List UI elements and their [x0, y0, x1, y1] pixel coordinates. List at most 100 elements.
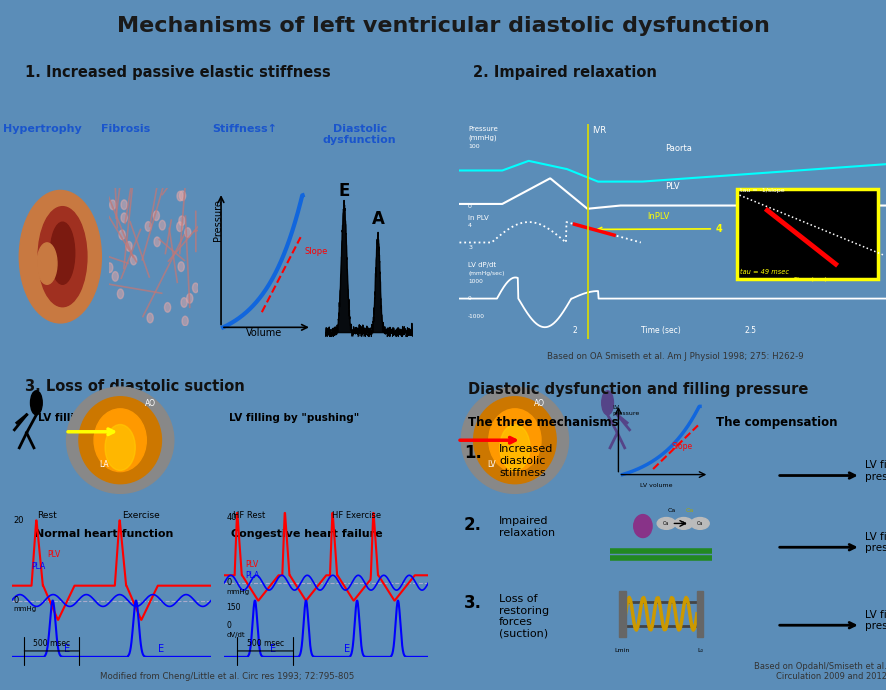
Text: Based on Opdahl/Smiseth et al.
Circulation 2009 and 2012: Based on Opdahl/Smiseth et al. Circulati… [753, 662, 886, 681]
Text: Loss of
restoring
forces
(suction): Loss of restoring forces (suction) [499, 594, 548, 639]
Text: LV dP/dt: LV dP/dt [468, 262, 495, 268]
Text: PLA: PLA [245, 571, 259, 580]
Text: Diastolic
dysfunction: Diastolic dysfunction [323, 124, 396, 146]
Text: Pressure: Pressure [213, 199, 222, 241]
Ellipse shape [105, 424, 136, 471]
Text: Ca: Ca [680, 521, 686, 526]
Text: PLV: PLV [245, 560, 258, 569]
Text: Pressure: Pressure [468, 126, 497, 132]
Circle shape [184, 228, 190, 237]
Text: IVR: IVR [591, 126, 605, 135]
Text: PLV: PLV [664, 182, 679, 191]
Text: Exercise: Exercise [122, 511, 160, 520]
Text: AO: AO [533, 400, 545, 408]
Ellipse shape [19, 190, 101, 323]
Text: Hypertrophy: Hypertrophy [3, 124, 82, 134]
Circle shape [106, 263, 113, 273]
Text: 1.: 1. [463, 444, 481, 462]
Text: lnPLV: lnPLV [647, 213, 669, 221]
Circle shape [690, 518, 709, 529]
Ellipse shape [37, 243, 57, 284]
Text: dV/dt: dV/dt [226, 631, 245, 638]
Text: Rest: Rest [37, 511, 58, 520]
Text: 2. Impaired relaxation: 2. Impaired relaxation [472, 65, 656, 79]
Circle shape [601, 391, 613, 415]
Circle shape [164, 303, 170, 313]
Text: LA: LA [98, 460, 108, 469]
Circle shape [147, 313, 153, 323]
Text: 150: 150 [226, 604, 241, 613]
Text: 100: 100 [468, 144, 479, 148]
Text: PLA: PLA [32, 562, 46, 571]
Text: 2.5: 2.5 [743, 326, 756, 335]
Text: 2: 2 [571, 326, 577, 335]
Text: Ca: Ca [696, 521, 703, 526]
Circle shape [112, 272, 118, 282]
Text: LV filling
pressure ↑: LV filling pressure ↑ [864, 460, 886, 482]
Text: Ca: Ca [666, 509, 675, 513]
Circle shape [192, 283, 198, 293]
Circle shape [181, 297, 187, 307]
Text: Volume: Volume [245, 328, 282, 338]
Text: Lmin: Lmin [614, 648, 629, 653]
Text: E: E [158, 644, 164, 654]
Circle shape [657, 518, 675, 529]
Text: LV filling by "pushing": LV filling by "pushing" [229, 413, 358, 423]
Ellipse shape [499, 424, 530, 471]
Circle shape [145, 221, 152, 231]
Text: LV: LV [486, 460, 495, 469]
Text: HF Rest: HF Rest [232, 511, 265, 520]
Circle shape [159, 220, 165, 230]
Circle shape [126, 241, 132, 251]
Ellipse shape [79, 397, 161, 484]
Bar [618, 591, 625, 637]
Text: Ca: Ca [663, 521, 669, 526]
Text: 1000: 1000 [468, 279, 482, 284]
Ellipse shape [461, 387, 568, 493]
Bar [696, 591, 703, 637]
Text: -1000: -1000 [468, 314, 485, 319]
Circle shape [182, 316, 188, 326]
Text: LV filling
pressure ↑: LV filling pressure ↑ [864, 610, 886, 631]
Text: mmHg: mmHg [13, 607, 36, 613]
Ellipse shape [51, 222, 74, 284]
Text: The compensation: The compensation [715, 416, 836, 429]
Circle shape [178, 262, 184, 271]
Text: 40: 40 [226, 513, 237, 522]
Text: Normal heart function: Normal heart function [35, 529, 173, 538]
Text: Diastolic dysfunction and filling pressure: Diastolic dysfunction and filling pressu… [468, 382, 808, 397]
Text: 3. Loss of diastolic suction: 3. Loss of diastolic suction [25, 379, 245, 394]
Circle shape [119, 230, 125, 239]
Text: Fibrosis: Fibrosis [101, 124, 151, 134]
Ellipse shape [473, 397, 556, 484]
Text: LV volume: LV volume [639, 482, 672, 488]
Text: LV
pressure: LV pressure [611, 405, 639, 415]
Text: PLV: PLV [48, 550, 60, 559]
Circle shape [177, 191, 183, 201]
Circle shape [673, 518, 692, 529]
Circle shape [120, 200, 127, 210]
Circle shape [120, 213, 127, 223]
Text: Based on OA Smiseth et al. Am J Physiol 1998; 275: H262-9: Based on OA Smiseth et al. Am J Physiol … [547, 352, 803, 361]
Text: Stiffness↑: Stiffness↑ [213, 124, 277, 134]
Text: 3.: 3. [463, 594, 481, 612]
Circle shape [117, 289, 123, 299]
Text: Mechanisms of left ventricular diastolic dysfunction: Mechanisms of left ventricular diastolic… [117, 17, 769, 36]
Text: E: E [270, 644, 276, 654]
Text: 3: 3 [468, 245, 471, 250]
Text: 0: 0 [226, 621, 231, 630]
Ellipse shape [633, 515, 651, 538]
Text: mmHg: mmHg [226, 589, 249, 595]
Circle shape [30, 391, 43, 415]
Text: Slope: Slope [671, 442, 692, 451]
Text: Time (sec): Time (sec) [793, 277, 826, 282]
Text: Slope: Slope [305, 247, 328, 256]
Text: E: E [344, 644, 349, 654]
Circle shape [179, 191, 185, 201]
Text: 2.: 2. [463, 516, 481, 534]
Text: Ca: Ca [685, 509, 693, 513]
Text: L₀: L₀ [696, 648, 703, 653]
Circle shape [130, 255, 136, 265]
Text: 0: 0 [226, 578, 231, 587]
Ellipse shape [94, 408, 146, 472]
